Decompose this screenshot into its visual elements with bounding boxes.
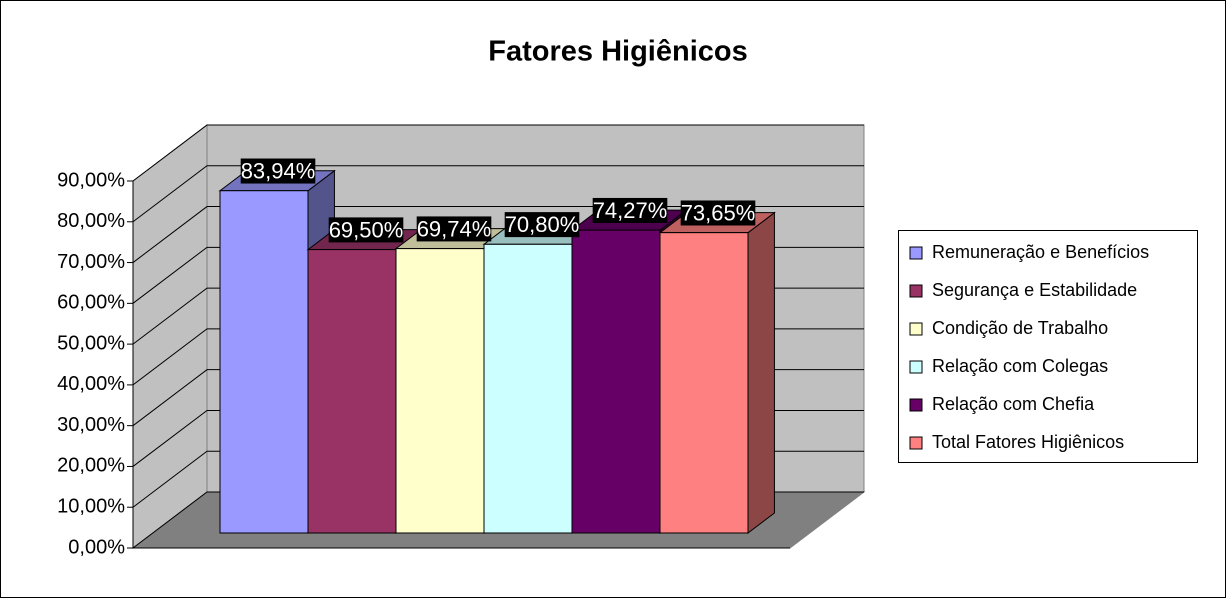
y-tick-label: 0,00% bbox=[68, 536, 125, 558]
side-wall bbox=[132, 123, 208, 550]
bar bbox=[659, 232, 749, 534]
y-tick-label: 80,00% bbox=[57, 210, 125, 232]
bar bbox=[219, 190, 309, 534]
bar-side bbox=[747, 211, 775, 535]
legend-box bbox=[898, 230, 1198, 463]
data-label-bg bbox=[592, 197, 668, 223]
bar bbox=[571, 229, 661, 534]
legend-swatch bbox=[909, 398, 923, 412]
legend-label: Relação com Chefia bbox=[932, 394, 1095, 414]
legend-swatch bbox=[909, 284, 923, 298]
data-label-bg bbox=[504, 212, 580, 238]
grid-line bbox=[132, 165, 864, 223]
legend-label: Segurança e Estabilidade bbox=[932, 280, 1137, 300]
data-label: 74,27% bbox=[593, 198, 668, 223]
y-tick-label: 60,00% bbox=[57, 292, 125, 314]
legend-swatch bbox=[909, 322, 923, 336]
data-label: 70,80% bbox=[505, 212, 580, 237]
legend-label: Total Fatores Higiênicos bbox=[932, 432, 1124, 452]
data-label: 69,74% bbox=[417, 216, 492, 241]
bar bbox=[307, 249, 397, 534]
data-label-bg bbox=[416, 216, 492, 242]
data-label-bg bbox=[680, 200, 756, 226]
legend-label: Relação com Colegas bbox=[932, 356, 1108, 376]
y-tick-label: 90,00% bbox=[57, 169, 125, 191]
y-tick-label: 20,00% bbox=[57, 455, 125, 477]
bar bbox=[395, 248, 485, 534]
data-label: 73,65% bbox=[681, 200, 756, 225]
legend-swatch bbox=[909, 436, 923, 450]
y-tick-label: 30,00% bbox=[57, 414, 125, 436]
y-tick-label: 40,00% bbox=[57, 373, 125, 395]
y-tick-label: 50,00% bbox=[57, 332, 125, 354]
chart-title: Fatores Higiênicos bbox=[488, 36, 747, 68]
y-tick-label: 70,00% bbox=[57, 251, 125, 273]
data-label: 83,94% bbox=[241, 159, 316, 184]
data-label-bg bbox=[328, 217, 404, 243]
legend-swatch bbox=[909, 360, 923, 374]
legend-label: Remuneração e Benefícios bbox=[932, 242, 1149, 262]
data-label: 69,50% bbox=[329, 217, 404, 242]
y-tick-label: 10,00% bbox=[57, 496, 125, 518]
legend-label: Condição de Trabalho bbox=[932, 318, 1108, 338]
legend-swatch bbox=[909, 246, 923, 260]
bar bbox=[483, 243, 573, 534]
grid-line bbox=[132, 124, 864, 182]
data-label-bg bbox=[240, 158, 316, 184]
